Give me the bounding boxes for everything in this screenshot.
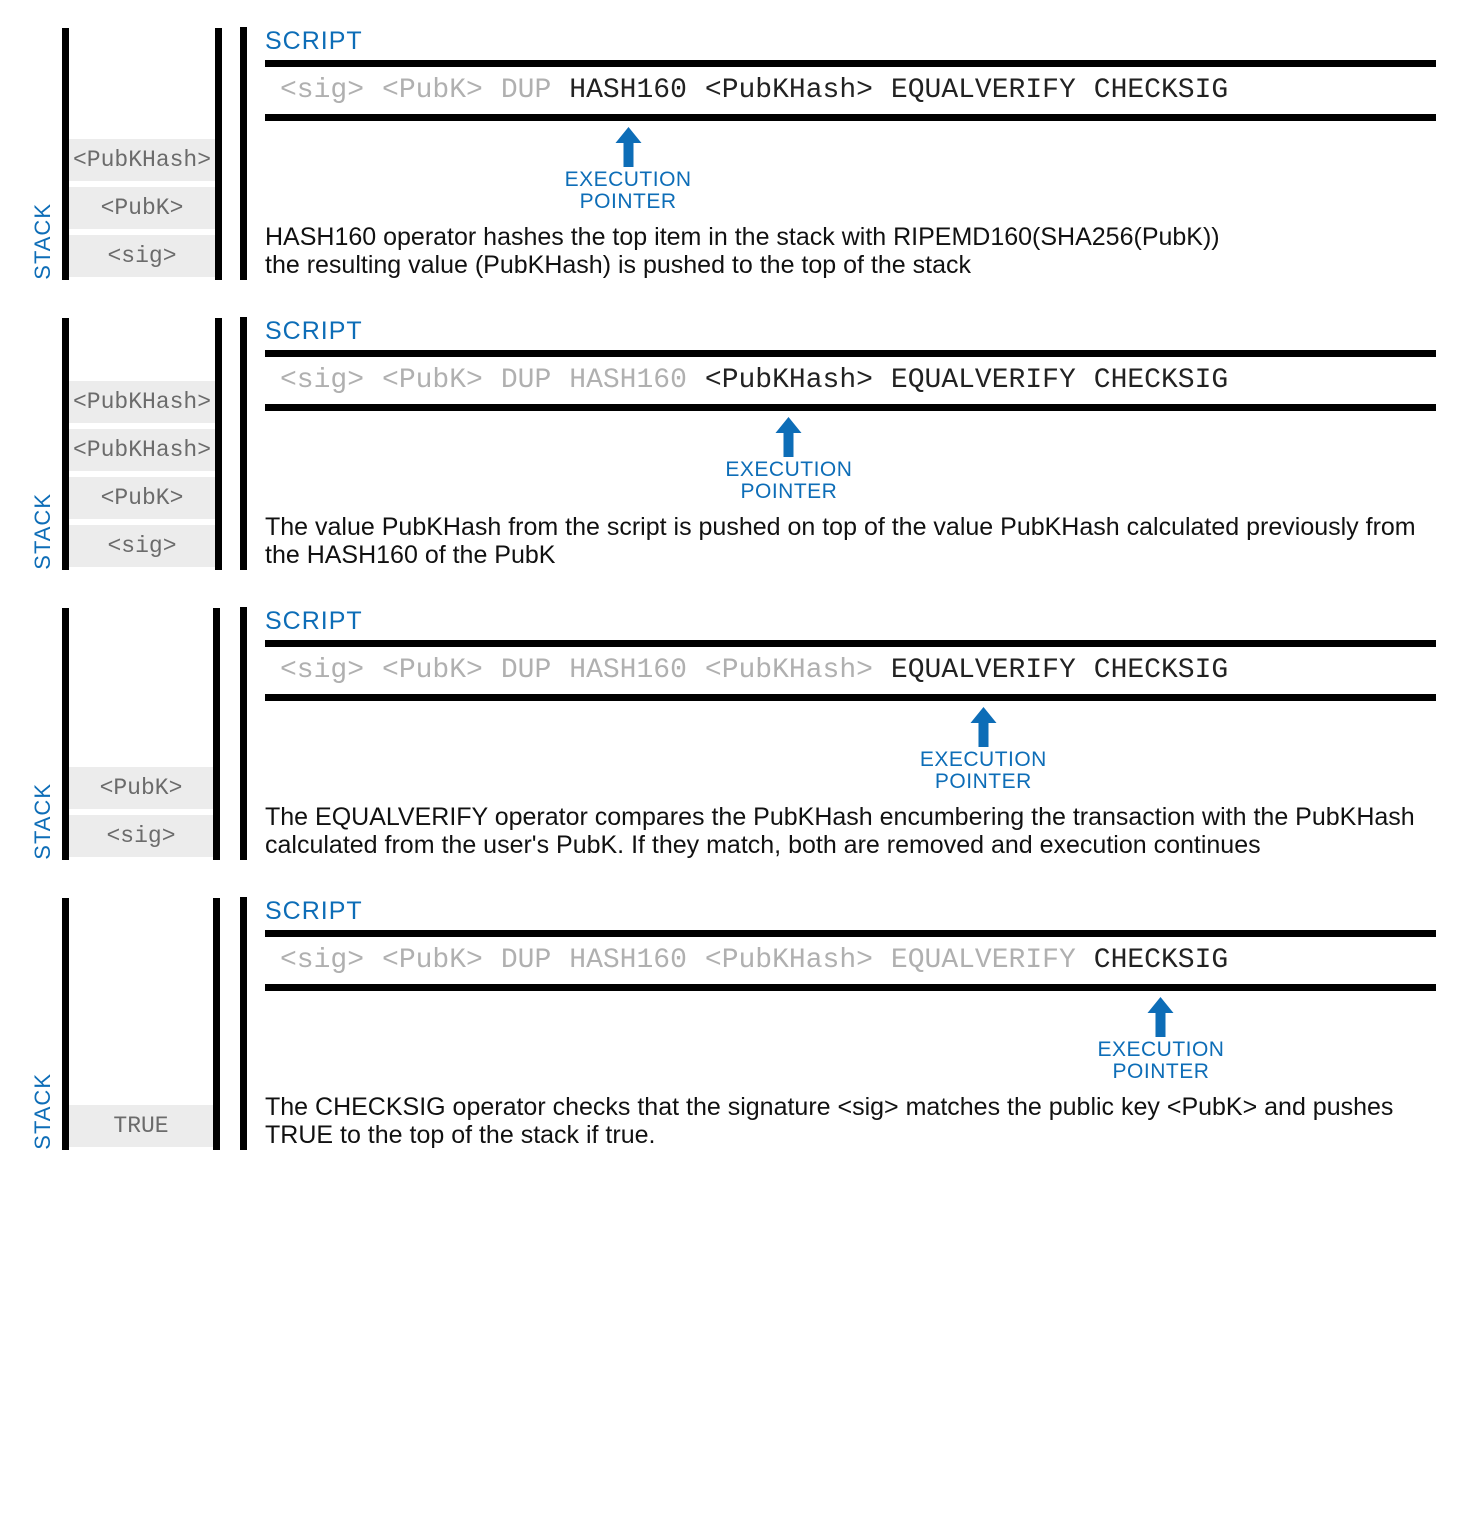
script-token: <PubKHash> [696,655,882,686]
script-token: <PubK> [373,365,492,396]
script-bar: <sig><PubK>DUPHASH160<PubKHash>EQUALVERI… [265,60,1436,121]
script-bar: <sig><PubK>DUPHASH160<PubKHash>EQUALVERI… [265,350,1436,411]
stack-label: STACK [30,1073,56,1150]
script-token: <PubK> [373,945,492,976]
execution-pointer: EXECUTIONPOINTER [920,707,1047,793]
pointer-area: EXECUTIONPOINTER [265,997,1436,1093]
script-token: DUP [492,655,560,686]
stack-item: TRUE [69,1102,213,1150]
stack-column: STACK<PubKHash><PubKHash><PubK><sig> [30,318,220,570]
pointer-label-line1: EXECUTION [565,169,692,191]
pointer-label-line1: EXECUTION [1097,1039,1224,1061]
script-token: <PubK> [373,75,492,106]
script-token: <sig> [271,945,373,976]
script-token: CHECKSIG [1085,75,1237,106]
stack-item: <PubK> [69,474,215,522]
pointer-label-line2: POINTER [1097,1061,1224,1083]
script-token: CHECKSIG [1085,945,1237,976]
step-description: The CHECKSIG operator checks that the si… [265,1093,1436,1151]
script-token: HASH160 [560,75,696,106]
stack-item: <PubKHash> [69,378,215,426]
script-token: HASH160 [560,365,696,396]
script-column: SCRIPT <sig><PubK>DUPHASH160<PubKHash>EQU… [240,607,1436,861]
stack-label: STACK [30,783,56,860]
execution-step: STACK<PubKHash><PubK><sig>SCRIPT<sig><Pu… [30,20,1436,280]
pointer-area: EXECUTIONPOINTER [265,127,1436,223]
script-token: HASH160 [560,655,696,686]
script-token: DUP [492,75,560,106]
script-token: DUP [492,365,560,396]
stack-box: <PubKHash><PubK><sig> [62,28,222,280]
stack-item: <sig> [69,522,215,570]
stack-column: STACK<PubKHash><PubK><sig> [30,28,220,280]
stack-item: <PubK> [69,184,215,232]
script-token: <PubKHash> [696,75,882,106]
step-description: The EQUALVERIFY operator compares the Pu… [265,803,1436,861]
pointer-label-line2: POINTER [920,771,1047,793]
stack-item: <PubKHash> [69,426,215,474]
pointer-label-line1: EXECUTION [725,459,852,481]
script-column: SCRIPT <sig><PubK>DUPHASH160<PubKHash>EQU… [240,317,1436,571]
stack-box: <PubK><sig> [62,608,220,860]
stack-column: STACK TRUE [30,898,220,1150]
script-label: SCRIPT [265,897,1436,926]
script-label: SCRIPT [265,607,1436,636]
script-token: CHECKSIG [1085,655,1237,686]
pointer-area: EXECUTIONPOINTER [265,707,1436,803]
script-token: <PubKHash> [696,365,882,396]
stack-label: STACK [30,493,56,570]
script-column: SCRIPT <sig><PubK>DUPHASH160<PubKHash>EQU… [240,897,1436,1151]
script-token: HASH160 [560,945,696,976]
pointer-area: EXECUTIONPOINTER [265,417,1436,513]
stack-column: STACK<PubK><sig> [30,608,220,860]
script-token: EQUALVERIFY [882,655,1085,686]
execution-pointer: EXECUTIONPOINTER [565,127,692,213]
execution-step: STACK<PubK><sig>SCRIPT<sig><PubK>DUPHASH… [30,600,1436,860]
step-description: The value PubKHash from the script is pu… [265,513,1436,571]
diagram-root: STACK<PubKHash><PubK><sig>SCRIPT<sig><Pu… [30,20,1436,1150]
script-label: SCRIPT [265,27,1436,56]
stack-box: <PubKHash><PubKHash><PubK><sig> [62,318,222,570]
stack-box: TRUE [62,898,220,1150]
stack-item: <sig> [69,812,213,860]
execution-step: STACK<PubKHash><PubKHash><PubK><sig>SCRI… [30,310,1436,570]
script-bar: <sig><PubK>DUPHASH160<PubKHash>EQUALVERI… [265,640,1436,701]
script-bar: <sig><PubK>DUPHASH160<PubKHash>EQUALVERI… [265,930,1436,991]
step-description: HASH160 operator hashes the top item in … [265,223,1436,281]
pointer-label-line2: POINTER [725,481,852,503]
script-token: <sig> [271,75,373,106]
script-token: EQUALVERIFY [882,945,1085,976]
stack-item: <PubKHash> [69,136,215,184]
script-token: <sig> [271,365,373,396]
script-token: EQUALVERIFY [882,365,1085,396]
script-token: EQUALVERIFY [882,75,1085,106]
script-token: <PubKHash> [696,945,882,976]
stack-label: STACK [30,203,56,280]
script-label: SCRIPT [265,317,1436,346]
script-column: SCRIPT <sig><PubK>DUPHASH160<PubKHash>EQU… [240,27,1436,281]
script-token: CHECKSIG [1085,365,1237,396]
execution-step: STACK TRUE SCRIPT <sig><PubK>DUPHASH160<Pub… [30,890,1436,1150]
script-token: DUP [492,945,560,976]
script-token: <PubK> [373,655,492,686]
pointer-label-line2: POINTER [565,191,692,213]
execution-pointer: EXECUTIONPOINTER [1097,997,1224,1083]
pointer-label-line1: EXECUTION [920,749,1047,771]
execution-pointer: EXECUTIONPOINTER [725,417,852,503]
script-token: <sig> [271,655,373,686]
stack-item: <sig> [69,232,215,280]
stack-item: <PubK> [69,764,213,812]
